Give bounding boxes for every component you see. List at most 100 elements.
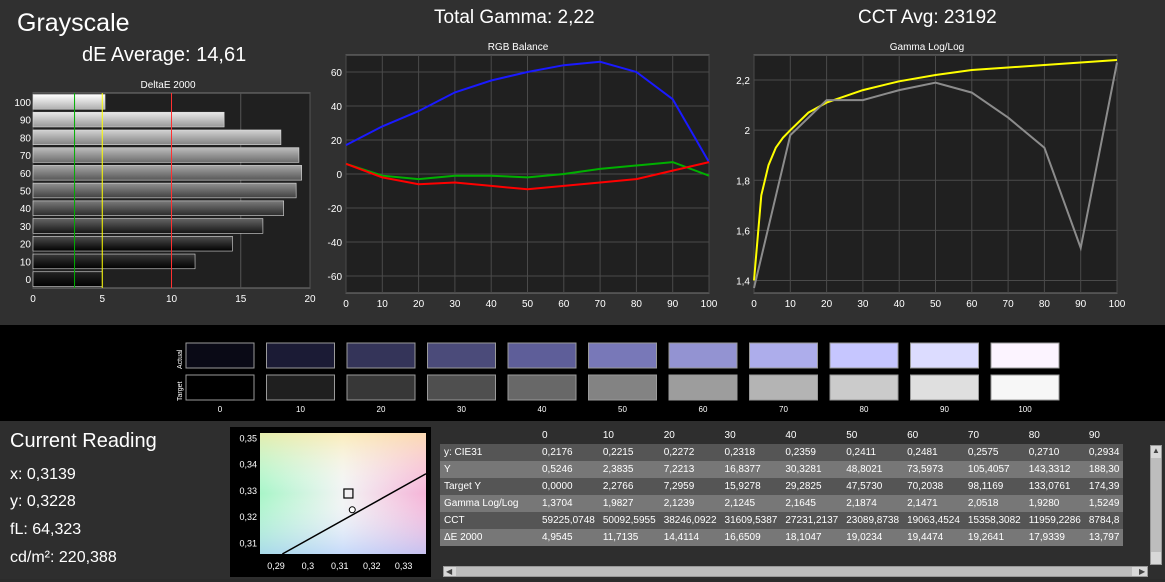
table-cell: 0,2272 <box>659 444 721 461</box>
deltae-y-tick: 90 <box>20 116 32 127</box>
reading-fl: fL: 64,323 <box>10 521 82 538</box>
table-row: ΔE 2000 4,9545 11,7135 14,4114 16,6509 18,104… <box>440 529 1124 546</box>
deltae-y-tick: 10 <box>20 257 32 268</box>
table-column-header: 40 <box>781 427 843 444</box>
table-cell: 2,2766 <box>598 478 660 495</box>
rgb-x-tick: 90 <box>667 299 679 310</box>
deltae-bar <box>32 129 282 145</box>
table-cell: 174,39 <box>1084 478 1124 495</box>
table-row-label: Target Y <box>440 478 538 495</box>
table-cell: 70,2038 <box>903 478 964 495</box>
deltae-bar <box>32 165 302 181</box>
deltae-x-tick: 15 <box>235 294 247 305</box>
table-row-label: y: CIE31 <box>440 444 538 461</box>
table-cell: 19,4474 <box>903 529 964 546</box>
table-column-header: 20 <box>659 427 721 444</box>
table-column-header: 0 <box>538 427 599 444</box>
deltae-bar <box>32 271 103 287</box>
deltae-bar <box>32 182 297 199</box>
deltae-chart-title: DeltaE 2000 <box>140 80 195 91</box>
table-cell: 73,5973 <box>903 461 964 478</box>
rgb-series-line <box>345 161 710 181</box>
scroll-left-icon[interactable]: ◀ <box>446 567 453 576</box>
swatch-label: 30 <box>457 405 466 414</box>
actual-swatch <box>507 342 577 369</box>
table-cell: 133,0761 <box>1024 478 1085 495</box>
deltae-y-tick: 30 <box>20 222 32 233</box>
table-cell: 0,2481 <box>903 444 964 461</box>
gm-x-tick: 50 <box>930 299 942 310</box>
target-swatch <box>427 374 496 401</box>
table-cell: 2,3835 <box>598 461 660 478</box>
gm-y-tick: 2,2 <box>736 76 750 87</box>
table-cell: 29,2825 <box>781 478 843 495</box>
table-cell: 0,2934 <box>1084 444 1124 461</box>
table-row: Target Y 0,0000 2,2766 7,2959 15,9278 29,2825… <box>440 478 1124 495</box>
actual-swatch <box>266 342 335 369</box>
cie-y-tick: 0,33 <box>239 486 257 496</box>
reading-y: y: 0,3228 <box>10 493 76 510</box>
target-label: Target <box>177 381 184 401</box>
rgb-x-tick: 0 <box>343 299 349 310</box>
table-cell: 19063,4524 <box>903 512 964 529</box>
swatch-grid: Actual Target 0 10 20 30 40 50 60 70 80 90 100 <box>172 339 1065 417</box>
table-cell: 98,1169 <box>963 478 1025 495</box>
table-cell: 23089,8738 <box>842 512 904 529</box>
gm-x-tick: 100 <box>1109 299 1126 310</box>
table-cell: 27231,2137 <box>781 512 843 529</box>
target-swatch <box>588 374 657 401</box>
gamma-chart: Gamma Log/Log 2,2 2 1,8 1,6 1,4 0 10 20 30 40 50 6… <box>736 42 1126 310</box>
table-cell: 0,2359 <box>781 444 843 461</box>
deltae-y-tick: 50 <box>20 187 32 198</box>
deltae-x-tick: 20 <box>304 294 316 305</box>
gm-y-tick: 1,8 <box>736 176 750 187</box>
gm-x-tick: 20 <box>821 299 833 310</box>
rgb-x-tick: 10 <box>377 299 389 310</box>
scroll-right-icon[interactable]: ▶ <box>1139 567 1146 576</box>
table-row: Gamma Log/Log 1,3704 1,9827 2,1239 2,1245 2,1… <box>440 495 1124 512</box>
actual-swatch <box>427 342 496 369</box>
rgb-balance-chart: RGB Balance 60 40 20 0 -20 -40 -60 0 10 20 30 40 50… <box>328 42 718 310</box>
deltae-y-tick: 60 <box>20 169 32 180</box>
swatch-label: 20 <box>377 405 386 414</box>
total-gamma: Total Gamma: 2,22 <box>434 7 595 28</box>
rgb-chart-title: RGB Balance <box>488 42 549 53</box>
table-cell: 2,1471 <box>903 495 964 512</box>
vertical-scrollbar-thumb[interactable] <box>1151 458 1161 552</box>
table-cell: 7,2959 <box>659 478 721 495</box>
target-swatch <box>749 374 818 401</box>
scroll-up-icon[interactable]: ▲ <box>1152 446 1160 455</box>
rgb-series-line <box>345 161 710 191</box>
gm-x-tick: 90 <box>1075 299 1087 310</box>
table-cell: 11,7135 <box>598 529 660 546</box>
deltae-x-tick: 10 <box>166 294 178 305</box>
reading-x: x: 0,3139 <box>10 466 76 483</box>
cie-x-tick: 0,29 <box>267 561 285 571</box>
deltae-x-tick: 5 <box>99 294 105 305</box>
table-cell: 0,2710 <box>1024 444 1085 461</box>
swatch-label: 40 <box>538 405 547 414</box>
rgb-y-tick: 0 <box>336 170 342 181</box>
reading-cdm2: cd/m²: 220,388 <box>10 549 117 566</box>
table-cell: 8784,8 <box>1084 512 1124 529</box>
table-cell: 0,2411 <box>842 444 904 461</box>
target-swatch <box>668 374 738 401</box>
rgb-x-tick: 60 <box>558 299 570 310</box>
gm-x-tick: 60 <box>966 299 978 310</box>
table-cell: 1,3704 <box>538 495 599 512</box>
rgb-y-tick: 60 <box>331 68 343 79</box>
horizontal-scrollbar-thumb[interactable] <box>456 567 1132 576</box>
deltae-y-tick: 40 <box>20 204 32 215</box>
table-cell: 2,1645 <box>781 495 843 512</box>
table-cell: 19,0234 <box>842 529 904 546</box>
table-cell: 1,5249 <box>1084 495 1124 512</box>
table-cell: 16,6509 <box>720 529 782 546</box>
table-cell: 0,5246 <box>538 461 599 478</box>
actual-swatch <box>668 342 738 369</box>
table-row-label: CCT <box>440 512 538 529</box>
gm-y-tick: 1,6 <box>736 226 750 237</box>
cie-chart: 0,29 0,3 0,31 0,32 0,33 0,35 0,34 0,33 0,32 0,31 <box>230 427 431 577</box>
table-row: CCT 59225,0748 50092,5955 38246,0922 31609,5… <box>440 512 1124 529</box>
cie-target-marker <box>343 488 354 499</box>
